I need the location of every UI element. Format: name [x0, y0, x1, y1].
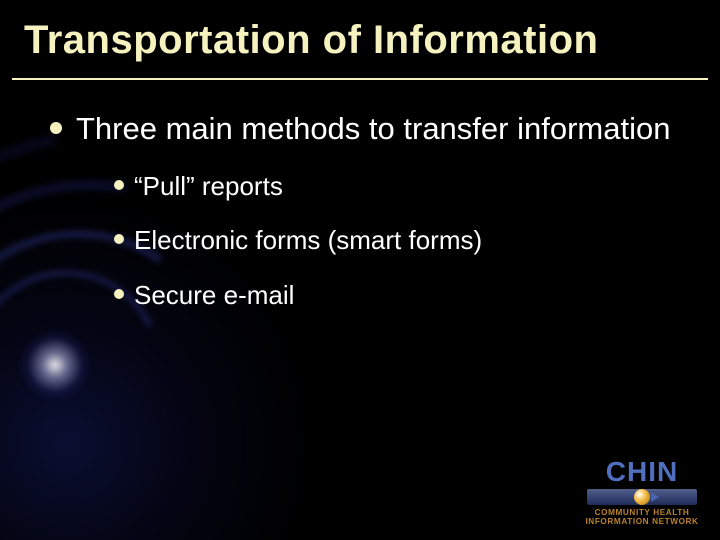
chin-logo-bar: [587, 489, 697, 505]
bullet-level1: Three main methods to transfer informati…: [50, 110, 680, 148]
bullet-dot: [114, 180, 124, 190]
bullet-dot: [50, 122, 62, 134]
bullet-level1-text: Three main methods to transfer informati…: [76, 110, 670, 148]
chin-logo-acronym: CHIN: [582, 458, 702, 486]
bullet-level2: Electronic forms (smart forms): [114, 224, 680, 257]
bullet-level2: “Pull” reports: [114, 170, 680, 203]
slide-title: Transportation of Information: [24, 18, 696, 63]
chin-logo-subtitle-line1: COMMUNITY HEALTH: [582, 508, 702, 517]
chin-logo: CHIN COMMUNITY HEALTH INFORMATION NETWOR…: [582, 458, 702, 526]
globe-icon: [634, 489, 650, 505]
chin-logo-subtitle-line2: INFORMATION NETWORK: [582, 517, 702, 526]
bullet-dot: [114, 234, 124, 244]
slide-body: Three main methods to transfer informati…: [50, 110, 680, 311]
title-underline: [12, 78, 708, 80]
arrow-icon: [651, 492, 659, 502]
bullet-level2-text: Electronic forms (smart forms): [134, 224, 482, 257]
bullet-dot: [114, 289, 124, 299]
bullet-level2-text: Secure e-mail: [134, 279, 294, 312]
sub-bullets: “Pull” reports Electronic forms (smart f…: [114, 170, 680, 312]
bullet-level2-text: “Pull” reports: [134, 170, 283, 203]
slide: Transportation of Information Three main…: [0, 0, 720, 540]
bullet-level2: Secure e-mail: [114, 279, 680, 312]
